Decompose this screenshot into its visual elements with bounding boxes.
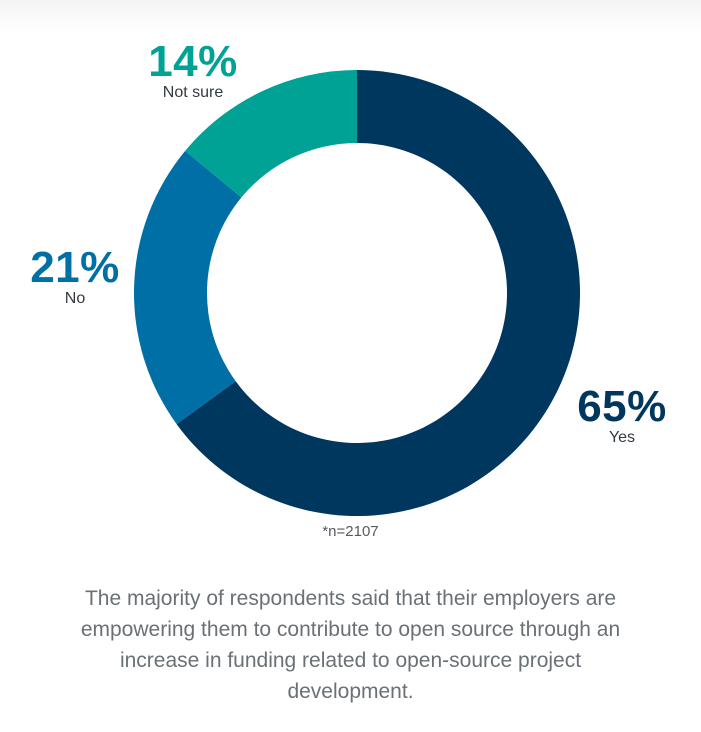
slice-not-sure (185, 70, 357, 198)
category-not-sure: Not sure (162, 84, 224, 101)
sample-size-note: *n=2107 (322, 523, 379, 540)
chart-caption: The majority of respondents said that th… (80, 587, 621, 703)
category-yes: Yes (608, 429, 636, 446)
top-band (0, 0, 701, 34)
category-no: No (64, 290, 86, 307)
label-yes: 65% Yes (562, 385, 682, 447)
slice-yes (176, 70, 580, 517)
slice-no (134, 150, 242, 425)
donut-chart (134, 70, 580, 517)
label-no: 21% No (20, 246, 130, 308)
label-not-sure: 14% Not sure (138, 40, 248, 102)
percent-yes: 65% (577, 382, 667, 431)
percent-not-sure: 14% (148, 37, 238, 86)
percent-no: 21% (30, 243, 120, 292)
